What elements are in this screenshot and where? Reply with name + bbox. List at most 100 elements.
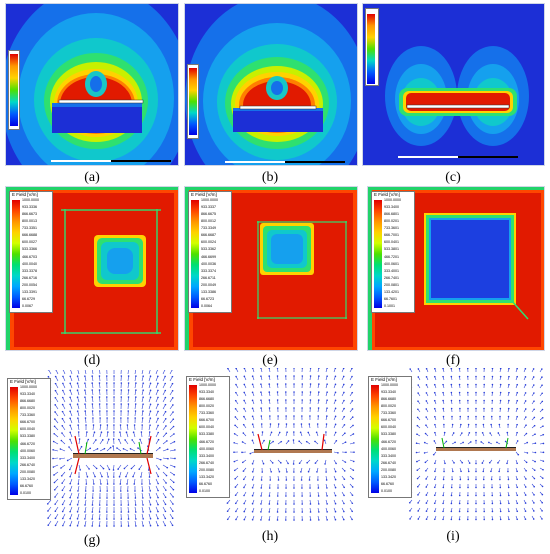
field-arrow-head bbox=[106, 497, 108, 499]
field-arrow bbox=[54, 492, 59, 498]
field-arrow bbox=[162, 478, 167, 484]
field-arrow-head bbox=[76, 524, 79, 527]
legend-tick-label: 533.3366 bbox=[22, 247, 37, 252]
field-arrow bbox=[84, 404, 87, 410]
field-arrow-head bbox=[157, 438, 160, 441]
field-arrow-head bbox=[113, 389, 115, 391]
field-arrow-head bbox=[61, 396, 64, 399]
field-arrow bbox=[162, 492, 166, 498]
field-arrow-head bbox=[516, 375, 519, 378]
field-arrow-head bbox=[417, 384, 419, 386]
field-arrow bbox=[162, 464, 168, 468]
field-arrow bbox=[55, 383, 59, 389]
field-arrow bbox=[54, 418, 59, 424]
field-arrow-head bbox=[142, 511, 144, 513]
legend-tick-label: 933.3336 bbox=[22, 205, 37, 210]
field-arrow-head bbox=[534, 451, 537, 454]
field-arrow-head bbox=[91, 382, 93, 384]
field-arrow-head bbox=[525, 416, 527, 418]
field-arrow-head bbox=[148, 431, 151, 433]
legend-tick-label: 800.0020 bbox=[381, 404, 396, 409]
field-arrow-head bbox=[425, 408, 428, 410]
field-arrow-head bbox=[142, 396, 144, 398]
field-arrow-head bbox=[325, 423, 328, 425]
field-arrow-head bbox=[113, 483, 115, 485]
field-arrow-head bbox=[434, 368, 436, 370]
field-arrow bbox=[92, 404, 94, 410]
field-arrow-head bbox=[53, 489, 56, 491]
field-arrow-head bbox=[301, 375, 304, 377]
field-arrow-head bbox=[157, 424, 159, 427]
field-arrow-head bbox=[433, 486, 436, 489]
field-arrow bbox=[125, 471, 129, 477]
field-arrow-head bbox=[499, 494, 502, 497]
field-arrow-head bbox=[166, 466, 169, 469]
field-arrow-head bbox=[243, 368, 246, 370]
field-arrow-head bbox=[416, 477, 419, 480]
caption-a: (a) bbox=[84, 170, 100, 185]
field-arrow-head bbox=[326, 415, 328, 417]
legend-tick-label: 266.6740 bbox=[199, 460, 214, 465]
field-arrow-head bbox=[120, 375, 123, 377]
field-arrow bbox=[139, 439, 143, 445]
field-arrow-head bbox=[524, 510, 527, 512]
field-arrow-head bbox=[442, 510, 444, 513]
field-arrow bbox=[47, 506, 52, 512]
field-arrow-head bbox=[489, 432, 491, 434]
field-arrow-head bbox=[149, 424, 151, 426]
field-arrow-head bbox=[459, 486, 461, 489]
field-arrow-head bbox=[99, 490, 102, 492]
field-arrow-head bbox=[417, 510, 419, 512]
legend-tick-label: 933.3340 bbox=[381, 390, 396, 395]
field-arrow-head bbox=[69, 468, 71, 471]
field-arrow-head bbox=[171, 517, 174, 520]
field-arrow bbox=[155, 370, 158, 375]
field-arrow bbox=[141, 432, 143, 438]
field-arrow-head bbox=[541, 392, 543, 395]
field-arrow bbox=[169, 520, 173, 526]
legend-color-bar bbox=[374, 200, 382, 308]
field-arrow-head bbox=[293, 423, 295, 425]
legend-tick-label: 666.6700 bbox=[199, 418, 214, 423]
field-arrow-head bbox=[533, 384, 535, 386]
field-arrow-head bbox=[433, 510, 436, 513]
field-arrow bbox=[124, 464, 129, 469]
field-arrow bbox=[91, 390, 94, 396]
legend-tick-label: 466.6720 bbox=[381, 439, 396, 444]
field-arrow bbox=[61, 432, 66, 438]
field-arrow-head bbox=[425, 502, 428, 504]
field-arrow-head bbox=[98, 382, 101, 384]
field-arrow-head bbox=[59, 448, 62, 450]
field-arrow-head bbox=[108, 468, 111, 471]
field-arrow-head bbox=[541, 368, 543, 370]
field-arrow-head bbox=[423, 441, 426, 444]
field-arrow-head bbox=[334, 502, 337, 505]
legend-tick-label: 666.6700 bbox=[381, 418, 396, 423]
field-arrow-head bbox=[483, 407, 485, 410]
field-arrow-head bbox=[409, 368, 411, 370]
field-arrow-head bbox=[516, 502, 519, 505]
field-arrow bbox=[162, 485, 167, 491]
field-arrow-head bbox=[467, 502, 469, 505]
field-arrow-head bbox=[318, 519, 320, 521]
field-arrow-head bbox=[260, 391, 262, 393]
field-arrow-head bbox=[54, 517, 57, 520]
field-arrow-head bbox=[298, 440, 300, 442]
field-arrow-head bbox=[148, 476, 151, 478]
field-arrow bbox=[84, 411, 87, 417]
field-arrow bbox=[141, 520, 144, 526]
field-arrow-head bbox=[134, 490, 136, 492]
field-arrow-head bbox=[171, 382, 174, 385]
legend-tick-label: 933.3400 bbox=[384, 205, 399, 210]
field-arrow-head bbox=[467, 407, 469, 410]
field-arrow-head bbox=[172, 411, 174, 413]
field-arrow bbox=[69, 390, 73, 396]
field-arrow-head bbox=[261, 431, 264, 433]
legend-tick-label: 266.6740 bbox=[20, 462, 35, 467]
field-arrow-head bbox=[541, 518, 543, 520]
field-arrow-head bbox=[425, 494, 428, 496]
field-arrow-head bbox=[113, 497, 115, 499]
field-arrow-head bbox=[317, 495, 320, 497]
field-arrow-head bbox=[461, 432, 463, 434]
field-arrow-head bbox=[434, 470, 436, 473]
